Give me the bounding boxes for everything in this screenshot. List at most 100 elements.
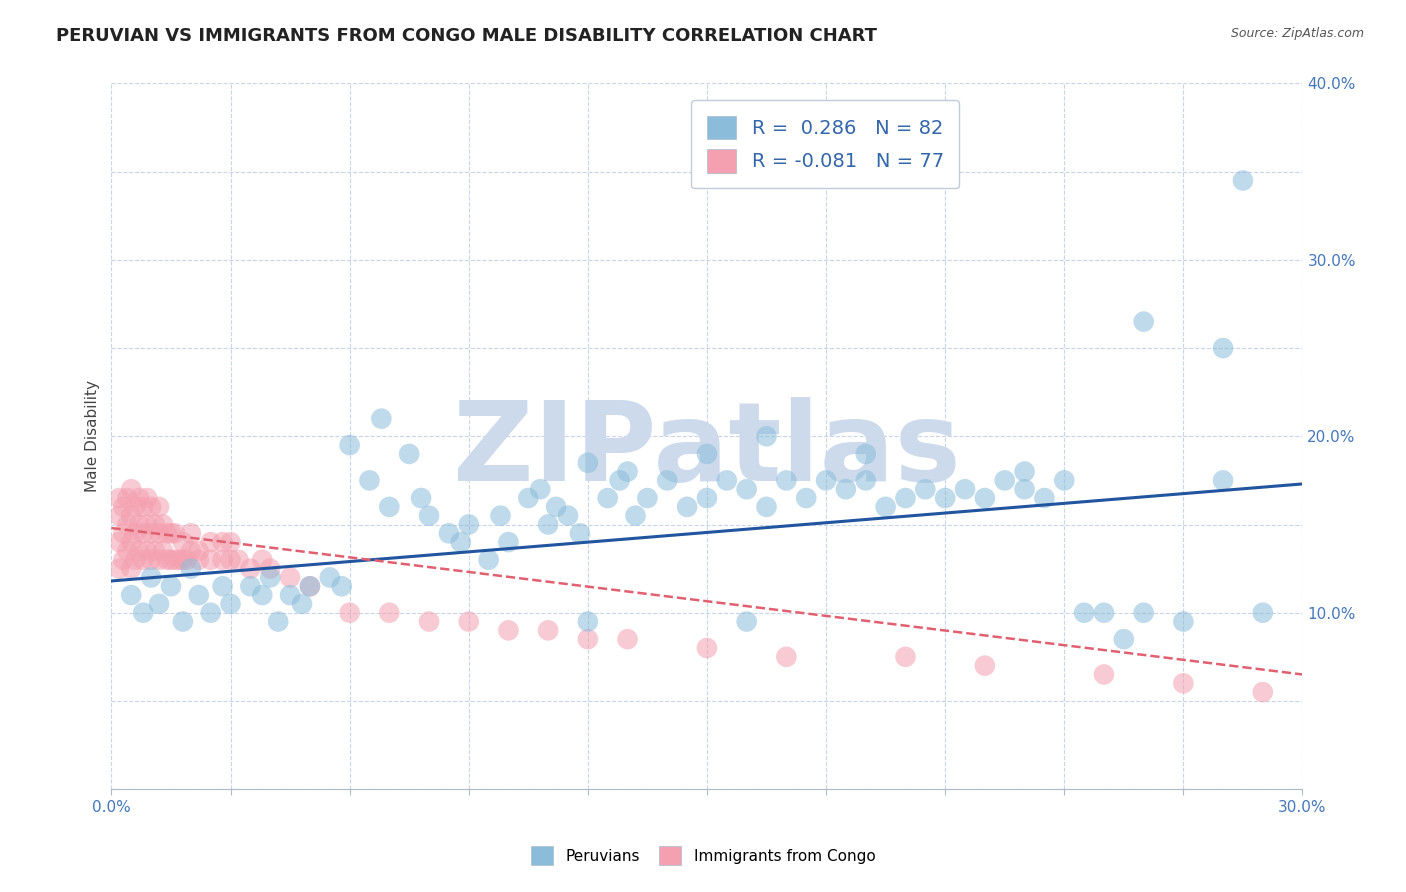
Point (291, 597, 314, 611)
Point (775, 474, 797, 488)
Point (457, 615, 479, 629)
Point (160, 553, 183, 567)
Point (450, 535, 472, 549)
Point (1232, 173, 1254, 187)
Point (339, 606, 361, 620)
Point (576, 615, 599, 629)
Point (239, 561, 262, 575)
Point (815, 474, 838, 488)
Point (339, 438, 361, 452)
Point (616, 632, 638, 647)
Text: Source: ZipAtlas.com: Source: ZipAtlas.com (1230, 27, 1364, 40)
Point (1173, 615, 1195, 629)
Point (136, 544, 159, 558)
Point (180, 526, 202, 541)
Point (148, 526, 170, 541)
Point (1132, 606, 1154, 620)
Point (1053, 474, 1076, 488)
Point (973, 491, 995, 505)
Point (576, 632, 599, 647)
Point (128, 517, 150, 532)
Point (200, 553, 222, 567)
Point (437, 526, 460, 541)
Point (278, 588, 301, 602)
Point (143, 517, 166, 532)
Point (120, 535, 142, 549)
Point (219, 535, 242, 549)
Point (124, 553, 146, 567)
Point (139, 526, 162, 541)
Point (156, 526, 179, 541)
Point (775, 649, 797, 664)
Point (128, 491, 150, 505)
Point (259, 561, 281, 575)
Point (1212, 341, 1234, 355)
Point (132, 526, 155, 541)
Point (1173, 676, 1195, 690)
Point (517, 491, 540, 505)
Point (1033, 491, 1056, 505)
Point (835, 482, 858, 496)
Point (716, 474, 738, 488)
Point (478, 553, 501, 567)
Point (1014, 482, 1036, 496)
Point (636, 491, 658, 505)
Point (735, 482, 758, 496)
Point (546, 500, 568, 514)
Point (148, 597, 170, 611)
Point (298, 579, 321, 593)
Point (132, 553, 155, 567)
Point (537, 517, 560, 532)
Point (1092, 606, 1115, 620)
Y-axis label: Male Disability: Male Disability (86, 380, 100, 492)
Point (200, 606, 222, 620)
Point (457, 517, 479, 532)
Point (160, 579, 183, 593)
Point (1073, 606, 1095, 620)
Point (132, 606, 155, 620)
Point (252, 588, 274, 602)
Point (378, 606, 401, 620)
Point (735, 615, 758, 629)
Point (894, 649, 917, 664)
Point (359, 474, 381, 488)
Point (167, 553, 190, 567)
Point (152, 544, 174, 558)
Point (228, 553, 250, 567)
Point (1251, 606, 1274, 620)
Point (624, 508, 647, 523)
Point (112, 526, 135, 541)
Point (378, 500, 401, 514)
Point (616, 465, 638, 479)
Point (914, 482, 936, 496)
Point (211, 579, 233, 593)
Point (120, 508, 142, 523)
Point (1212, 474, 1234, 488)
Point (160, 526, 183, 541)
Point (148, 500, 170, 514)
Point (112, 500, 135, 514)
Point (657, 474, 679, 488)
Point (418, 508, 440, 523)
Point (176, 553, 198, 567)
Point (120, 482, 142, 496)
Point (108, 535, 131, 549)
Point (398, 447, 420, 461)
Point (211, 553, 233, 567)
Legend: R =  0.286   N = 82, R = -0.081   N = 77: R = 0.286 N = 82, R = -0.081 N = 77 (692, 100, 959, 188)
Point (278, 570, 301, 584)
Point (120, 561, 142, 575)
Point (187, 588, 209, 602)
Point (696, 447, 718, 461)
Point (973, 658, 995, 673)
Point (163, 553, 186, 567)
Point (1112, 632, 1135, 647)
Point (136, 491, 159, 505)
Text: PERUVIAN VS IMMIGRANTS FROM CONGO MALE DISABILITY CORRELATION CHART: PERUVIAN VS IMMIGRANTS FROM CONGO MALE D… (56, 27, 877, 45)
Point (676, 500, 699, 514)
Point (259, 570, 281, 584)
Point (136, 517, 159, 532)
Point (609, 474, 631, 488)
Point (108, 508, 131, 523)
Point (319, 570, 342, 584)
